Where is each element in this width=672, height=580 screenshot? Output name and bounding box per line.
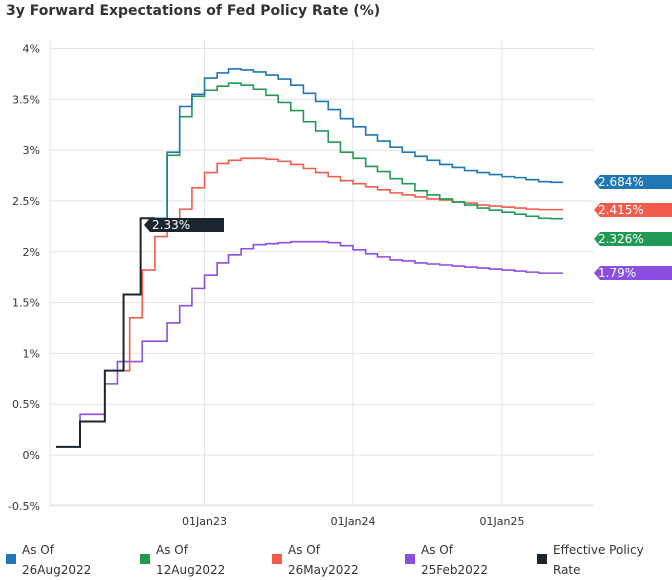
legend-swatch: [140, 554, 150, 564]
series-lines: [56, 68, 564, 448]
y-tick-label: 2%: [23, 246, 40, 259]
y-tick-label: 2.5%: [12, 195, 40, 208]
legend-swatch: [537, 554, 547, 564]
x-axis-ticks: 01Jan23 01Jan24 01Jan25: [182, 515, 524, 528]
legend-swatch: [405, 554, 415, 564]
chart-plot: -0.5%0%0.5%1%1.5%2%2.5%3%3.5%4% 01Jan23 0…: [8, 40, 672, 528]
y-tick-label: 4%: [23, 43, 40, 56]
end-label-2: 2.415%: [598, 203, 644, 217]
legend-item-0[interactable]: As Of 26Aug2022: [6, 540, 91, 580]
y-axis-ticks: -0.5% 0% 0.5% 1% 1.5% 2% 2.5% 3% 3.5% 4%: [8, 43, 40, 513]
series-line-3: [56, 240, 564, 448]
grid-lines: [49, 40, 594, 507]
end-label-bg-3: [594, 266, 672, 280]
x-tick-label: 01Jan24: [331, 515, 376, 528]
end-label-4: 2.33%: [152, 218, 190, 232]
legend-label: As Of 26May2022: [288, 543, 359, 577]
series-line-1: [154, 82, 564, 220]
y-tick-label: 1.5%: [12, 297, 40, 310]
legend-item-3[interactable]: As Of 25Feb2022: [405, 540, 488, 580]
y-tick-label: 3.5%: [12, 93, 40, 106]
x-tick-label: 01Jan23: [182, 515, 227, 528]
legend-item-1[interactable]: As Of 12Aug2022: [140, 540, 225, 580]
end-label-bg-2: [594, 203, 672, 217]
legend-label: As Of 25Feb2022: [421, 543, 489, 577]
series-end-labels: 2.684% 2.326% 2.415% 1.79% 2.33%: [144, 175, 672, 280]
end-label-bg-4: [144, 218, 224, 232]
legend-item-2[interactable]: As Of 26May2022: [272, 540, 359, 580]
end-label-3: 1.79%: [598, 266, 636, 280]
end-label-bg-1: [594, 232, 672, 246]
legend-label: As Of 26Aug2022: [22, 543, 92, 577]
legend-swatch: [272, 554, 282, 564]
series-line-0: [154, 68, 564, 220]
y-tick-label: 0%: [23, 449, 40, 462]
legend-swatch: [6, 554, 16, 564]
legend-label: As Of 12Aug2022: [156, 543, 226, 577]
end-label-bg-0: [594, 175, 672, 189]
y-tick-label: 3%: [23, 144, 40, 157]
series-line-4: [56, 217, 155, 448]
y-tick-label: 1%: [23, 347, 40, 360]
x-tick-label: 01Jan25: [480, 515, 525, 528]
series-line-2: [117, 157, 564, 372]
y-tick-label: -0.5%: [8, 500, 40, 513]
y-tick-label: 0.5%: [12, 398, 40, 411]
legend-item-4[interactable]: Effective Policy Rate: [537, 540, 644, 580]
end-label-0: 2.684%: [598, 175, 644, 189]
legend-label: Effective Policy Rate: [553, 543, 644, 577]
legend: As Of 26Aug2022 As Of 12Aug2022 As Of 26May20…: [0, 540, 672, 579]
end-label-1: 2.326%: [598, 232, 644, 246]
chart-title: 3y Forward Expectations of Fed Policy Ra…: [6, 3, 381, 19]
